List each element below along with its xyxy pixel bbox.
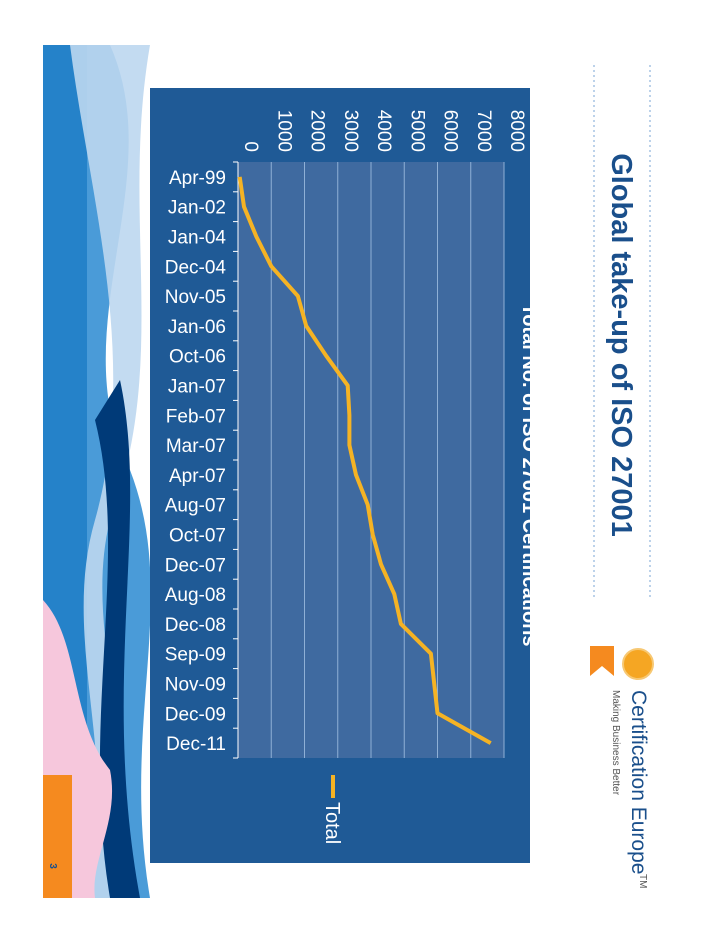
category-label: Dec-08 [165,615,226,636]
category-label: Apr-07 [169,466,226,487]
globe-icon [622,648,654,680]
category-label: Nov-09 [165,675,226,696]
category-label: Jan-04 [168,228,227,249]
ribbon-icon [590,646,614,676]
legend-label: Total [321,802,343,844]
category-label: Oct-07 [169,526,226,547]
legend: Total [321,775,343,844]
value-tick-label: 0 [240,141,261,152]
category-label: Apr-99 [169,168,226,189]
category-label: Sep-09 [165,645,226,666]
category-label: Aug-07 [165,496,226,517]
category-label: Jan-07 [168,377,226,398]
wave-orange [43,775,72,898]
category-label: Dec-11 [166,734,226,755]
category-label: Oct-06 [169,347,226,368]
value-tick-label: 4000 [373,110,394,152]
page-title: Global take-up of ISO 27001 [605,153,637,537]
brand-logo: Certification Europe Making Business Bett… [590,646,654,888]
value-tick-label: 8000 [506,110,527,152]
category-label: Nov-05 [165,287,226,308]
brand-name: Certification Europe [627,690,650,874]
category-label: Dec-04 [165,257,227,278]
value-tick-label: 6000 [440,110,461,152]
category-label: Aug-08 [165,585,226,606]
category-label: Jan-06 [168,317,226,338]
category-label: Dec-09 [165,704,226,725]
value-tick-label: 7000 [473,110,494,152]
value-tick-label: 1000 [273,110,294,152]
slide-number: 3 [47,863,58,869]
value-tick-label: 2000 [307,110,328,152]
chart-title: Total No. of ISO 27001 Certifications [518,303,540,646]
value-tick-label: 5000 [406,110,427,152]
trademark-mark: TM [637,874,648,888]
category-label: Dec-07 [165,555,226,576]
category-label: Feb-07 [166,406,226,427]
brand-tagline: Making Business Better [610,690,621,796]
category-label: Mar-07 [166,436,226,457]
category-label: Jan-02 [168,198,226,219]
value-tick-label: 3000 [340,110,361,152]
series-line-total [237,176,492,745]
